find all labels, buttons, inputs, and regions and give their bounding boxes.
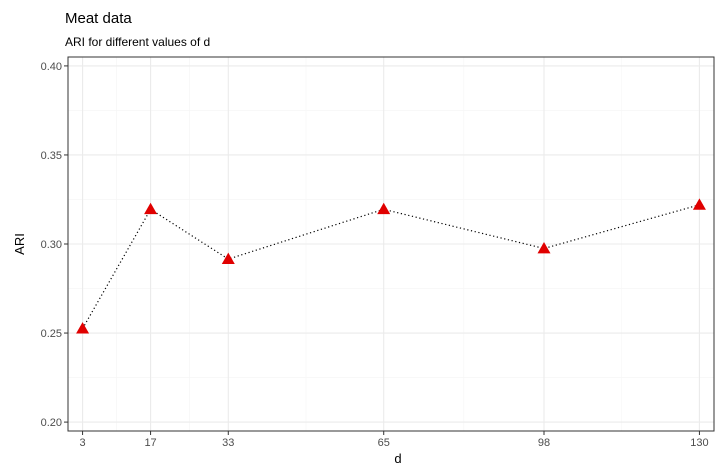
series-polyline (82, 204, 700, 329)
x-tick-label: 130 (690, 437, 708, 449)
x-axis-title: d (394, 451, 401, 466)
data-point (144, 202, 158, 215)
grid (68, 57, 714, 431)
data-point (377, 202, 391, 215)
x-tick-label: 65 (378, 437, 390, 449)
y-axis-title: ARI (12, 233, 27, 255)
x-tick-label: 98 (538, 437, 550, 449)
data-point (76, 322, 90, 334)
y-tick-label: 0.25 (41, 328, 62, 340)
x-tick-label: 33 (222, 437, 234, 449)
y-axis: 0.20 0.25 0.30 0.35 0.40 (41, 61, 68, 429)
x-tick-label: 17 (144, 437, 156, 449)
series-markers (76, 198, 706, 334)
data-point (221, 252, 235, 265)
x-axis: 3 17 33 65 98 130 (80, 431, 709, 449)
data-point (537, 241, 551, 254)
y-tick-label: 0.35 (41, 150, 62, 162)
series-line (82, 204, 700, 329)
chart-title: Meat data (65, 10, 132, 27)
chart-subtitle: ARI for different values of d (65, 35, 210, 49)
y-tick-label: 0.40 (41, 61, 62, 73)
data-point (692, 198, 706, 210)
y-tick-label: 0.30 (41, 239, 62, 251)
x-tick-label: 3 (80, 437, 86, 449)
y-tick-label: 0.20 (41, 417, 62, 429)
